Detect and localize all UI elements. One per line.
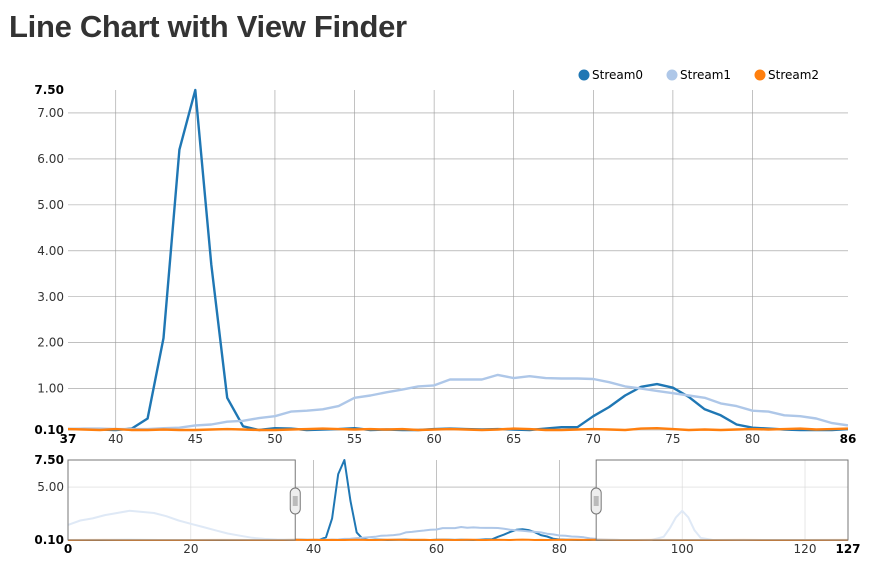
- context-xtick-label: 80: [552, 542, 567, 556]
- legend-label-stream1: Stream1: [680, 68, 731, 82]
- focus-lines: [68, 88, 848, 432]
- focus-xtick-label: 80: [745, 432, 760, 446]
- focus-xmin-label: 37: [60, 432, 77, 446]
- legend-dot-stream2: [754, 69, 766, 81]
- focus-ytick-label: 7.00: [37, 106, 64, 120]
- context-ymax-label: 7.50: [34, 453, 64, 467]
- brush[interactable]: [67, 459, 849, 541]
- brush-extent[interactable]: [295, 460, 596, 540]
- focus-ytick-label: 6.00: [37, 152, 64, 166]
- brush-handle-bar: [292, 496, 298, 506]
- context-xtick-label: 20: [183, 542, 198, 556]
- legend[interactable]: Stream0 Stream1 Stream2: [578, 68, 820, 82]
- focus-axes: 40 45 50 55 60 65 70 75 80 37 86 1.00 2.00 3.00 4.00 5.…: [34, 83, 856, 446]
- legend-dot-stream0: [578, 69, 590, 81]
- legend-label-stream0: Stream0: [592, 68, 643, 82]
- legend-item-stream1[interactable]: Stream1: [666, 68, 732, 82]
- context-ytick-label: 5.00: [37, 480, 64, 494]
- focus-ytick-label: 1.00: [37, 382, 64, 396]
- focus-xtick-label: 60: [426, 432, 441, 446]
- context-xtick-label: 120: [794, 542, 817, 556]
- legend-dot-stream1: [666, 69, 678, 81]
- focus-ytick-label: 4.00: [37, 244, 64, 258]
- context-axes: 20 40 60 80 100 120 0 127 5.00 0.10 7.50: [34, 453, 860, 556]
- context-xmin-label: 0: [64, 542, 72, 556]
- focus-grid: [68, 90, 848, 431]
- focus-xtick-label: 50: [267, 432, 282, 446]
- focus-line-stream1: [68, 373, 848, 431]
- context-xmax-label: 127: [835, 542, 860, 556]
- brush-handle-left[interactable]: [289, 487, 301, 515]
- focus-line-stream2: [68, 427, 848, 432]
- brush-left-shade: [67, 459, 296, 541]
- focus-ymin-label: 0.10: [34, 423, 64, 437]
- focus-chart: 40 45 50 55 60 65 70 75 80 37 86 1.00 2.00 3.00 4.00 5.…: [34, 83, 856, 446]
- brush-handle-bar: [593, 496, 599, 506]
- focus-ytick-label: 2.00: [37, 336, 64, 350]
- focus-xmax-label: 86: [840, 432, 857, 446]
- context-chart: 20 40 60 80 100 120 0 127 5.00 0.10 7.50: [34, 453, 860, 556]
- focus-xtick-label: 45: [188, 432, 203, 446]
- focus-xtick-label: 70: [586, 432, 601, 446]
- context-ymin-label: 0.10: [34, 533, 64, 547]
- legend-label-stream2: Stream2: [768, 68, 819, 82]
- brush-right-shade: [595, 459, 849, 541]
- focus-ytick-label: 5.00: [37, 198, 64, 212]
- legend-item-stream2[interactable]: Stream2: [754, 68, 820, 82]
- context-xtick-label: 40: [306, 542, 321, 556]
- focus-xtick-label: 75: [665, 432, 680, 446]
- context-xtick-label: 100: [671, 542, 694, 556]
- brush-handle-right[interactable]: [590, 487, 602, 515]
- context-xtick-label: 60: [429, 542, 444, 556]
- focus-ytick-label: 3.00: [37, 290, 64, 304]
- focus-xtick-label: 40: [108, 432, 123, 446]
- focus-xtick-label: 65: [506, 432, 521, 446]
- focus-xtick-label: 55: [347, 432, 362, 446]
- chart-title: Line Chart with View Finder: [9, 9, 407, 44]
- focus-ymax-label: 7.50: [34, 83, 64, 97]
- legend-item-stream0[interactable]: Stream0: [578, 68, 644, 82]
